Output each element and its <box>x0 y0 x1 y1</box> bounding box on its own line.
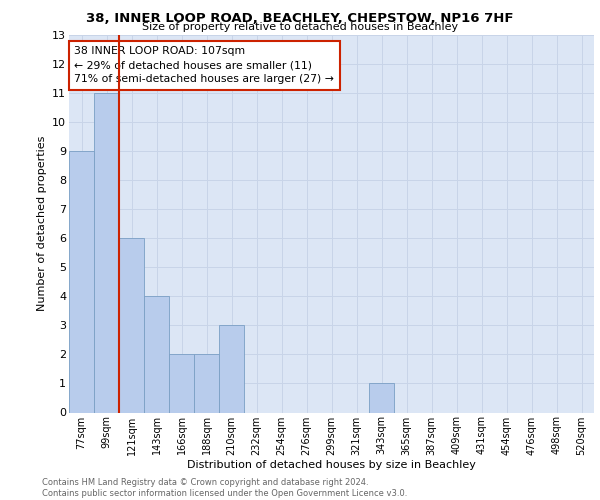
Text: Contains HM Land Registry data © Crown copyright and database right 2024.
Contai: Contains HM Land Registry data © Crown c… <box>42 478 407 498</box>
Text: 38 INNER LOOP ROAD: 107sqm
← 29% of detached houses are smaller (11)
71% of semi: 38 INNER LOOP ROAD: 107sqm ← 29% of deta… <box>74 46 334 84</box>
Text: Size of property relative to detached houses in Beachley: Size of property relative to detached ho… <box>142 22 458 32</box>
Bar <box>219 326 244 412</box>
Y-axis label: Number of detached properties: Number of detached properties <box>37 136 47 312</box>
Bar <box>69 151 94 412</box>
Text: 38, INNER LOOP ROAD, BEACHLEY, CHEPSTOW, NP16 7HF: 38, INNER LOOP ROAD, BEACHLEY, CHEPSTOW,… <box>86 12 514 26</box>
Bar <box>194 354 219 412</box>
Bar <box>169 354 194 412</box>
Bar <box>369 384 394 412</box>
X-axis label: Distribution of detached houses by size in Beachley: Distribution of detached houses by size … <box>187 460 476 470</box>
Bar <box>144 296 169 412</box>
Bar <box>94 93 119 412</box>
Bar <box>119 238 144 412</box>
